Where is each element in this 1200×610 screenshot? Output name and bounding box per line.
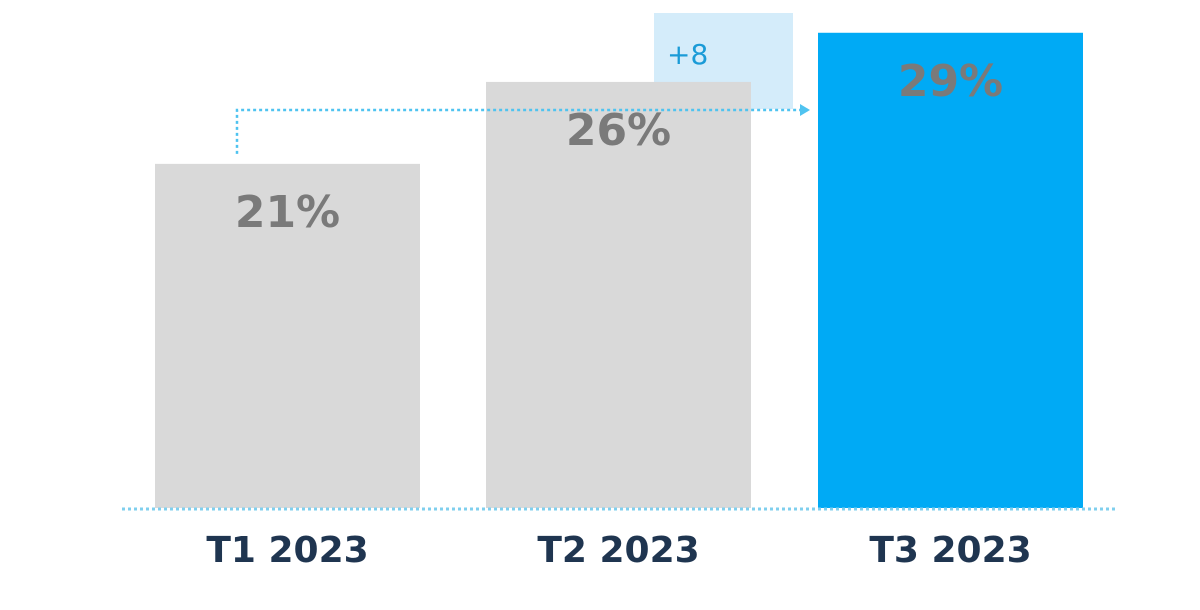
labels-layer: 21% T1 2023 26% T2 2023 29% T3 2023 xyxy=(206,56,1031,571)
bar-2 xyxy=(486,81,751,508)
value-label-1: 21% xyxy=(235,187,340,238)
category-label-3: T3 2023 xyxy=(869,530,1031,571)
delta-annotation-text: +8 xyxy=(667,38,708,71)
connector-layer xyxy=(235,104,810,154)
category-label-2: T2 2023 xyxy=(537,530,699,571)
delta-connector-line xyxy=(235,108,808,154)
bar-1 xyxy=(155,163,420,508)
bars-layer xyxy=(155,32,1083,508)
delta-arrowhead xyxy=(800,104,810,116)
value-label-3: 29% xyxy=(898,56,1003,107)
bar-3 xyxy=(818,32,1083,508)
category-label-1: T1 2023 xyxy=(206,530,368,571)
value-label-2: 26% xyxy=(566,105,671,156)
